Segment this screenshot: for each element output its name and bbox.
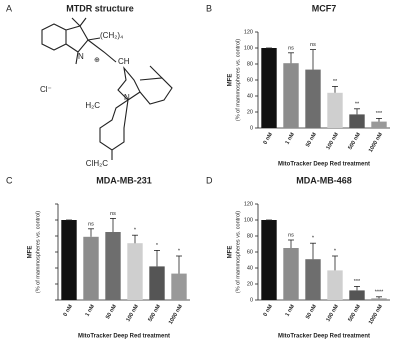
y-tick-label: 100	[244, 45, 253, 51]
x-tick-label: 50 nM	[105, 303, 118, 320]
y-tick-label: 0	[250, 125, 253, 131]
x-tick-label: 0 nM	[63, 303, 75, 317]
x-axis-label: MitoTracker Deep Red treatment	[278, 334, 370, 340]
significance-label: *	[334, 248, 337, 254]
bar	[371, 298, 387, 300]
x-tick-label: 100 nM	[125, 303, 140, 323]
bar	[261, 48, 277, 128]
bar	[327, 92, 343, 128]
y-tick-label: 0	[250, 297, 253, 303]
significance-label: ****	[375, 289, 384, 295]
atom: H₂C	[85, 101, 100, 110]
x-tick-label: 1000 nM	[168, 303, 184, 325]
bar	[61, 220, 77, 300]
significance-label: ns	[288, 45, 294, 51]
y-tick-label: 120	[244, 201, 253, 207]
significance-label: *	[178, 248, 181, 254]
significance-label: *	[156, 243, 159, 249]
significance-label: ***	[376, 111, 383, 117]
significance-label: *	[312, 236, 315, 242]
y-axis-label: MFE	[228, 246, 234, 259]
atom: N	[78, 52, 84, 61]
chart-title: MCF7	[312, 3, 337, 13]
x-tick-label: 100 nM	[325, 131, 340, 151]
significance-label: ns	[110, 211, 116, 217]
bar	[283, 63, 299, 129]
x-tick-label: 1 nM	[85, 303, 97, 317]
bonds	[41, 17, 117, 65]
y-axis-label: MFE	[228, 74, 234, 87]
bar	[349, 114, 365, 128]
y-tick-label: 20	[247, 109, 253, 115]
bar	[105, 232, 121, 300]
x-tick-label: 1 nM	[285, 303, 297, 317]
bar	[371, 121, 387, 128]
y-tick-label: 120	[244, 29, 253, 35]
significance-label: ns	[310, 42, 316, 48]
significance-label: ns	[88, 221, 94, 227]
panel-label: A	[6, 3, 12, 13]
x-axis-label: MitoTracker Deep Red treatment	[78, 334, 170, 340]
y-tick-label: 60	[247, 77, 253, 83]
significance-label: ***	[354, 279, 361, 285]
bar	[261, 220, 277, 300]
x-tick-label: 1 nM	[285, 131, 297, 145]
atom: ClH₂C	[86, 159, 108, 168]
chart-title: MDA-MB-468	[296, 175, 352, 185]
significance-label: *	[134, 228, 137, 234]
panel-title: MTDR structure	[66, 3, 134, 13]
significance-label: **	[355, 101, 360, 107]
atom: ⊕	[94, 57, 100, 64]
y-tick-label: 80	[247, 233, 253, 239]
x-tick-label: 500 nM	[347, 131, 362, 151]
y-tick-label: 40	[247, 265, 253, 271]
x-tick-label: 50 nM	[305, 131, 318, 148]
x-axis-label: MitoTracker Deep Red treatment	[278, 162, 370, 168]
chart-panel: D MDA-MB-468 MFE (% of mammospheres vs. con…	[206, 175, 390, 340]
panel-label: D	[206, 175, 213, 185]
significance-label: ns	[288, 232, 294, 238]
bar	[327, 270, 343, 300]
bar	[283, 248, 299, 300]
x-tick-label: 0 nM	[263, 303, 275, 317]
bonds	[99, 65, 173, 160]
x-tick-label: 50 nM	[305, 303, 318, 320]
x-tick-label: 500 nM	[147, 303, 162, 323]
bar	[349, 290, 365, 300]
x-tick-label: 100 nM	[325, 303, 340, 323]
bar	[83, 236, 99, 300]
y-axis-label-sub: (% of mammospheres vs. control)	[35, 211, 41, 293]
significance-label: **	[333, 79, 338, 85]
atom: Cl⁻	[40, 85, 52, 94]
y-tick-label: 60	[247, 249, 253, 255]
structure-panel: A MTDR structure N (CH₂)₄ ⊕ CH Cl⁻ N H₂C…	[6, 3, 173, 168]
bar	[127, 243, 143, 300]
x-tick-label: 0 nM	[263, 131, 275, 145]
bar	[305, 69, 321, 128]
x-tick-label: 500 nM	[347, 303, 362, 323]
atom: (CH₂)₄	[100, 31, 123, 40]
chart-title: MDA-MB-231	[96, 175, 152, 185]
bar	[171, 273, 187, 300]
y-axis-label: MFE	[28, 246, 34, 259]
atom: N	[124, 93, 130, 102]
y-tick-label: 20	[247, 281, 253, 287]
chart-panel: C MDA-MB-231 MFE (% of mammospheres vs. con…	[6, 175, 190, 340]
x-tick-label: 1000 nM	[368, 131, 384, 153]
y-tick-label: 40	[247, 93, 253, 99]
y-axis-label-sub: (% of mammospheres vs. control)	[235, 211, 241, 293]
y-axis-label-sub: (% of mammospheres vs. control)	[235, 39, 241, 121]
atom: CH	[118, 57, 130, 66]
x-tick-label: 1000 nM	[368, 303, 384, 325]
panel-label: C	[6, 175, 13, 185]
bar	[149, 266, 165, 300]
chart-panel: B MCF7 MFE (% of mammospheres vs. control) M…	[206, 3, 390, 168]
panel-label: B	[206, 3, 212, 13]
bar	[305, 259, 321, 300]
y-tick-label: 80	[247, 61, 253, 67]
y-tick-label: 100	[244, 217, 253, 223]
